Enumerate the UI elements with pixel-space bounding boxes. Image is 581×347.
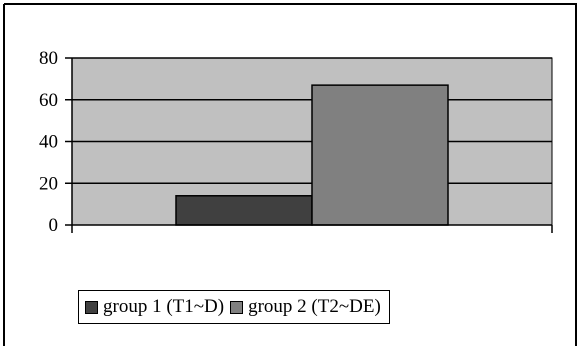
chart-border <box>3 3 577 346</box>
y-tick-label-20: 20 <box>39 173 58 194</box>
legend-label-group-1: group 1 (T1~D) <box>103 296 225 317</box>
y-tick-labels: 0 20 40 60 80 <box>39 48 58 236</box>
bars <box>175 84 449 226</box>
bar-series-2 <box>311 84 449 226</box>
legend-item-group-1: group 1 (T1~D) <box>85 296 224 318</box>
y-tick-label-60: 60 <box>39 90 58 111</box>
legend-label-group-2: group 2 (T2~DE) <box>248 296 381 317</box>
bar-series-1 <box>175 195 313 226</box>
legend: group 1 (T1~D) group 2 (T2~DE) <box>78 290 390 324</box>
y-tick-label-40: 40 <box>39 132 58 153</box>
legend-swatch-group-2 <box>230 300 244 314</box>
legend-swatch-group-1 <box>85 300 98 314</box>
legend-item-group-2: group 2 (T2~DE) <box>230 296 381 318</box>
y-tick-label-0: 0 <box>49 215 59 236</box>
y-tick-label-80: 80 <box>39 48 58 69</box>
axes <box>65 57 553 233</box>
